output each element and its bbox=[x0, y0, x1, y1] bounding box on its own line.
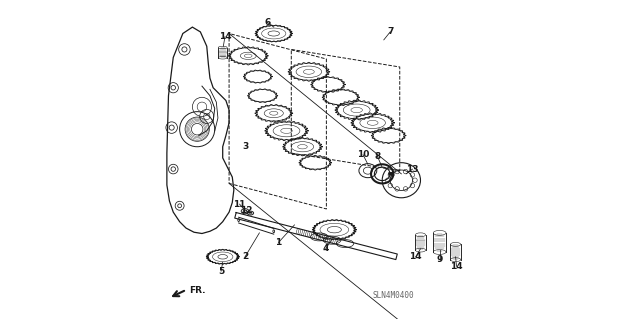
Text: 10: 10 bbox=[357, 150, 369, 159]
Text: 4: 4 bbox=[323, 244, 329, 253]
Text: 14: 14 bbox=[410, 252, 422, 261]
Text: 5: 5 bbox=[218, 267, 224, 276]
Text: 3: 3 bbox=[242, 142, 248, 151]
Text: 7: 7 bbox=[387, 27, 394, 36]
Text: 12: 12 bbox=[240, 206, 252, 215]
Text: 9: 9 bbox=[436, 256, 443, 264]
Text: SLN4M0400: SLN4M0400 bbox=[372, 291, 414, 300]
Text: 2: 2 bbox=[242, 252, 248, 261]
Text: 11: 11 bbox=[234, 200, 246, 209]
Text: 14: 14 bbox=[219, 32, 231, 41]
Text: 13: 13 bbox=[406, 165, 419, 174]
Text: 14: 14 bbox=[450, 262, 463, 271]
Text: 1: 1 bbox=[275, 238, 282, 247]
Text: 6: 6 bbox=[264, 18, 271, 27]
Text: 8: 8 bbox=[374, 152, 381, 161]
Text: FR.: FR. bbox=[189, 286, 205, 295]
